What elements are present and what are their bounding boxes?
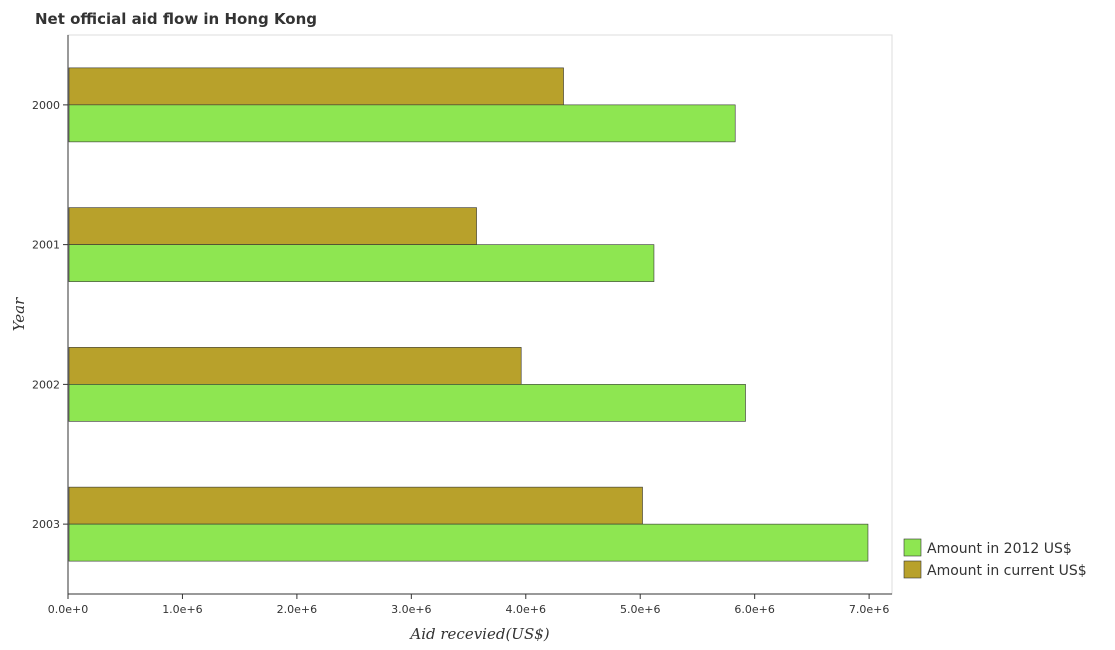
y-axis-label: Year	[10, 297, 28, 331]
legend-swatch	[903, 538, 922, 557]
legend-swatch	[903, 560, 922, 579]
y-tick-label: 2003	[32, 518, 60, 531]
plot-area: 0.0e+0 1.0e+6 2.0e+6 3.0e+6 4.0e+6 5.0e+6 6.0e…	[10, 34, 893, 643]
bar-amount-2012-2002	[68, 384, 746, 422]
x-tick-label: 0.0e+0	[48, 603, 88, 616]
x-tick-label: 2.0e+6	[277, 603, 317, 616]
bar-amount-current-2003	[68, 486, 643, 525]
bar-amount-current-2001	[68, 207, 477, 245]
bar-amount-current-2000	[68, 67, 564, 106]
y-tick-label: 2001	[32, 239, 60, 252]
bar-amount-2012-2001	[68, 244, 655, 282]
bar-amount-2012-2003	[68, 523, 869, 562]
chart-title: Net official aid flow in Hong Kong	[35, 10, 317, 28]
x-axis-label: Aid recevied(US$)	[408, 625, 549, 643]
legend-label: Amount in current US$	[927, 563, 1087, 579]
bar-amount-current-2002	[68, 347, 522, 385]
y-tick-label: 2000	[32, 99, 60, 112]
x-tick-label: 1.0e+6	[162, 603, 202, 616]
bar-amount-2012-2000	[68, 104, 736, 143]
legend-label: Amount in 2012 US$	[927, 541, 1072, 557]
x-tick-label: 4.0e+6	[506, 603, 546, 616]
x-tick-label: 6.0e+6	[734, 603, 774, 616]
x-tick-label: 7.0e+6	[849, 603, 889, 616]
x-tick-label: 3.0e+6	[391, 603, 431, 616]
y-tick-label: 2002	[32, 378, 60, 391]
legend: Amount in 2012 US$ Amount in current US$	[903, 538, 1087, 579]
x-tick-label: 5.0e+6	[620, 603, 660, 616]
